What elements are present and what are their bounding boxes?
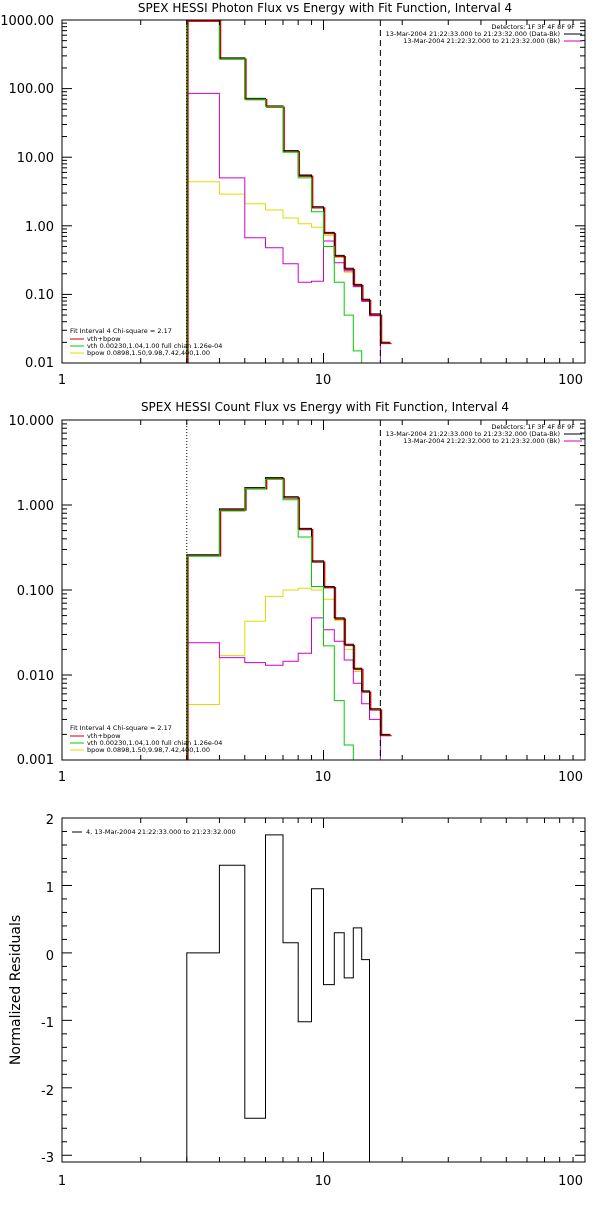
series-line-vth bbox=[186, 19, 391, 364]
x-tick-label: 100 bbox=[558, 373, 583, 388]
ticks-group bbox=[61, 19, 586, 364]
legend-total-label: vth+bpow bbox=[87, 732, 121, 740]
legend-fit-info: Fit Interval 4 Chi-square = 2.17 bbox=[70, 724, 172, 732]
x-tick-label: 1 bbox=[58, 1174, 66, 1189]
x-tick-label: 10 bbox=[315, 373, 332, 388]
y-tick-label: 0.001 bbox=[17, 753, 54, 768]
legend-bkg-interval: 13-Mar-2004 21:22:32.000 to 21:23:32.000… bbox=[403, 37, 560, 45]
vline-group bbox=[186, 20, 381, 363]
y-tick-label: 0 bbox=[46, 949, 54, 964]
legend-bpow-label: bpow 0.0898,1.50,9.98,7.42,400,1.00 bbox=[87, 349, 210, 357]
y-tick-label: 1.00 bbox=[25, 220, 54, 235]
y-tick-label: 0.010 bbox=[17, 669, 54, 684]
legend-vth-label: vth 0.00230,1.04,1.00 full chian 1.26e-0… bbox=[87, 342, 222, 350]
y-tick-label: 0.01 bbox=[25, 356, 54, 371]
series-line-total_overlay bbox=[187, 478, 392, 760]
y-tick-label: 1000.00 bbox=[0, 14, 54, 29]
legend-detectors: Detectors: 1F 3F 4F 8F 9F bbox=[491, 23, 575, 31]
y-tick-label: 0.10 bbox=[25, 288, 54, 303]
x-tick-label: 10 bbox=[315, 1174, 332, 1189]
photon-flux-panel: SPEX HESSI Photon Flux vs Energy with Fi… bbox=[0, 1, 586, 388]
legend-fit-info: Fit Interval 4 Chi-square = 2.17 bbox=[70, 327, 172, 335]
x-tick-label: 1 bbox=[58, 770, 66, 785]
series-line-total bbox=[186, 834, 381, 1163]
plot-frame bbox=[61, 19, 586, 364]
legend-vth-label: vth 0.00230,1.04,1.00 full chian 1.26e-0… bbox=[87, 739, 222, 747]
series-group bbox=[186, 19, 392, 364]
y-tick-label: -1 bbox=[41, 1016, 54, 1031]
y-tick-label: -2 bbox=[41, 1084, 54, 1099]
vline-group bbox=[186, 420, 381, 760]
x-tick-label: 100 bbox=[558, 770, 583, 785]
y-tick-label: 10.00 bbox=[17, 151, 54, 166]
ticks-group bbox=[61, 419, 586, 761]
ticks-group bbox=[61, 817, 586, 1162]
series-group bbox=[186, 477, 392, 761]
count-flux-panel: SPEX HESSI Count Flux vs Energy with Fit… bbox=[9, 400, 586, 785]
y-tick-label: 100.00 bbox=[9, 82, 55, 97]
legend-data-interval: 13-Mar-2004 21:22:33.000 to 21:23:32.000… bbox=[386, 430, 560, 438]
series-line-total_overlay bbox=[187, 20, 392, 363]
series-line-vth bbox=[186, 478, 391, 761]
legend-total-label: vth+bpow bbox=[87, 335, 121, 343]
series-group bbox=[186, 834, 381, 1163]
y-tick-label: 2 bbox=[46, 813, 54, 828]
x-tick-label: 100 bbox=[558, 1174, 583, 1189]
legend-bpow-label: bpow 0.0898,1.50,9.98,7.42,400,1.00 bbox=[87, 746, 210, 754]
y-tick-label: 1 bbox=[46, 881, 54, 896]
plot-frame bbox=[61, 817, 586, 1163]
residuals-panel: 2 1 0 -1 -2 -3 1 10 100 Normalized Resid… bbox=[8, 813, 586, 1189]
x-tick-label: 10 bbox=[315, 770, 332, 785]
series-line-bpow bbox=[186, 181, 391, 363]
series-line-bpow bbox=[186, 587, 391, 760]
y-axis-label: Normalized Residuals bbox=[8, 915, 24, 1065]
chart-title: SPEX HESSI Count Flux vs Energy with Fit… bbox=[141, 400, 509, 414]
x-tick-label: 1 bbox=[58, 373, 66, 388]
series-line-total bbox=[186, 19, 391, 363]
y-tick-label: -3 bbox=[41, 1151, 54, 1166]
legend-detectors: Detectors: 1F 3F 4F 8F 9F bbox=[491, 423, 575, 431]
legend-bkg-interval: 13-Mar-2004 21:22:32.000 to 21:23:32.000… bbox=[403, 437, 560, 445]
series-line-total bbox=[186, 477, 391, 760]
series-line-bkg bbox=[186, 92, 391, 364]
y-tick-label: 10.000 bbox=[9, 414, 55, 429]
y-tick-label: 0.100 bbox=[17, 584, 54, 599]
legend-residual-interval: 4, 13-Mar-2004 21:22:33.000 to 21:23:32.… bbox=[86, 828, 236, 836]
legend-data-interval: 13-Mar-2004 21:22:33.000 to 21:23:32.000… bbox=[386, 30, 560, 38]
chart-title: SPEX HESSI Photon Flux vs Energy with Fi… bbox=[138, 1, 512, 15]
y-tick-label: 1.000 bbox=[17, 499, 54, 514]
